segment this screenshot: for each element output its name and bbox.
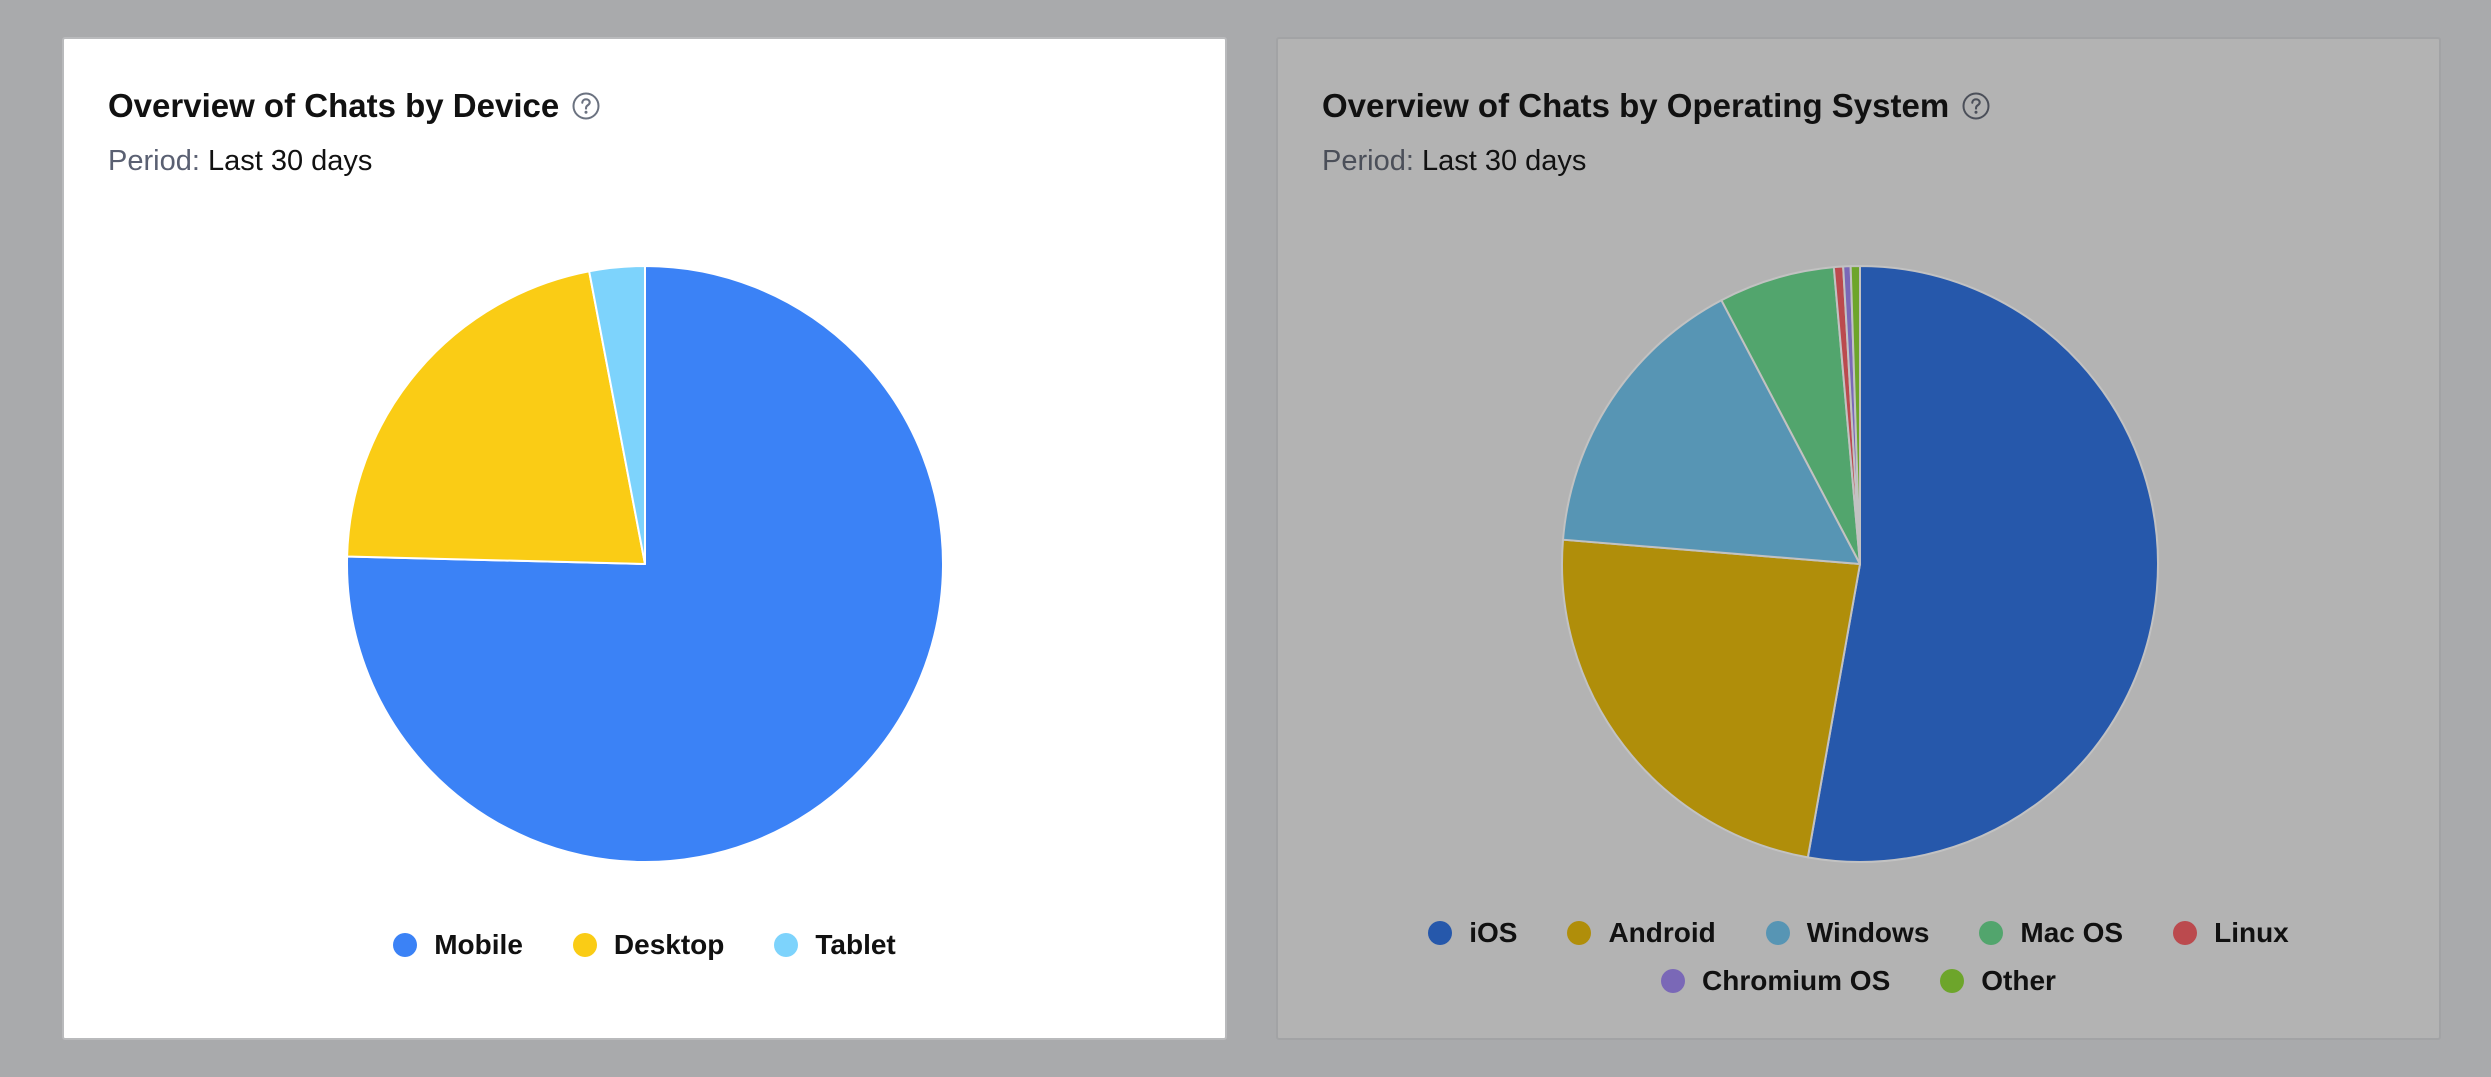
period-value: Last 30 days [207, 145, 373, 177]
legend-label-ios: iOS [1469, 917, 1518, 948]
legend-item-tablet[interactable]: Tablet [774, 929, 896, 961]
period: Period: Last 30 days [1322, 145, 1586, 178]
legend-dot-tablet [774, 933, 799, 957]
pie-slice-desktop[interactable] [346, 270, 646, 565]
legend-dot-ios [1428, 921, 1453, 945]
legend-item-other[interactable]: Other [1940, 965, 2056, 997]
period-label: Period: [108, 145, 200, 177]
legend-label-desktop: Desktop [613, 929, 725, 960]
pie-slice-ios[interactable] [1806, 265, 2159, 863]
legend-label-other: Other [1981, 965, 2056, 996]
legend-row: iOS Android Windows Mac OS Linux [1278, 917, 2439, 949]
legend-dot-mobile [393, 933, 418, 957]
legend-label-mac-os: Mac OS [2020, 917, 2124, 948]
chart-title-text: Overview of Chats by Device [108, 87, 560, 124]
legend-dot-android [1567, 921, 1592, 945]
legend-label-tablet: Tablet [815, 929, 896, 960]
chart-card-os: Overview of Chats by Operating System Pe… [1276, 37, 2441, 1040]
legend-label-android: Android [1608, 917, 1716, 948]
legend-dot-desktop [572, 933, 597, 957]
question-circle-icon[interactable] [1961, 91, 1991, 121]
legend-item-mobile[interactable]: Mobile [393, 929, 523, 961]
pie-slice-android[interactable] [1561, 538, 1861, 859]
legend-dot-windows [1765, 921, 1790, 945]
question-circle-icon[interactable] [571, 91, 601, 121]
legend-label-linux: Linux [2214, 917, 2289, 948]
legend-dot-other [1940, 969, 1965, 993]
legend-item-windows[interactable]: Windows [1765, 917, 1930, 949]
chart-title: Overview of Chats by Operating System [1322, 87, 1991, 125]
legend-dot-chromium-os [1661, 969, 1686, 993]
legend-row: Chromium OS Other [1278, 965, 2439, 997]
legend-dot-mac-os [1979, 921, 2004, 945]
period-value: Last 30 days [1421, 145, 1587, 177]
legend-dot-linux [2173, 921, 2198, 945]
legend-label-windows: Windows [1806, 917, 1930, 948]
legend-device: Mobile Desktop Tablet [64, 929, 1225, 977]
legend-item-chromium-os[interactable]: Chromium OS [1661, 965, 1890, 997]
legend-item-ios[interactable]: iOS [1428, 917, 1517, 949]
chart-title: Overview of Chats by Device [108, 87, 601, 125]
legend-row: Mobile Desktop Tablet [64, 929, 1225, 961]
legend-os: iOS Android Windows Mac OS Linux Chromium OS O… [1278, 917, 2439, 1013]
pie-slice-mac-os[interactable] [1720, 266, 1861, 565]
legend-label-chromium-os: Chromium OS [1702, 965, 1891, 996]
pie-chart-device [346, 265, 944, 863]
chart-card-device: Overview of Chats by Device Period: Last… [62, 37, 1227, 1040]
pie-slice-other[interactable] [1849, 265, 1861, 565]
period-label: Period: [1322, 145, 1414, 177]
pie-slice-tablet[interactable] [588, 265, 646, 565]
legend-item-desktop[interactable]: Desktop [572, 929, 725, 961]
pie-slice-windows[interactable] [1561, 299, 1861, 565]
chart-title-text: Overview of Chats by Operating System [1322, 87, 1950, 124]
pie-chart-os [1561, 265, 2159, 863]
legend-item-linux[interactable]: Linux [2173, 917, 2289, 949]
period: Period: Last 30 days [108, 145, 372, 178]
legend-item-android[interactable]: Android [1567, 917, 1716, 949]
legend-item-mac-os[interactable]: Mac OS [1979, 917, 2123, 949]
legend-label-mobile: Mobile [434, 929, 523, 960]
